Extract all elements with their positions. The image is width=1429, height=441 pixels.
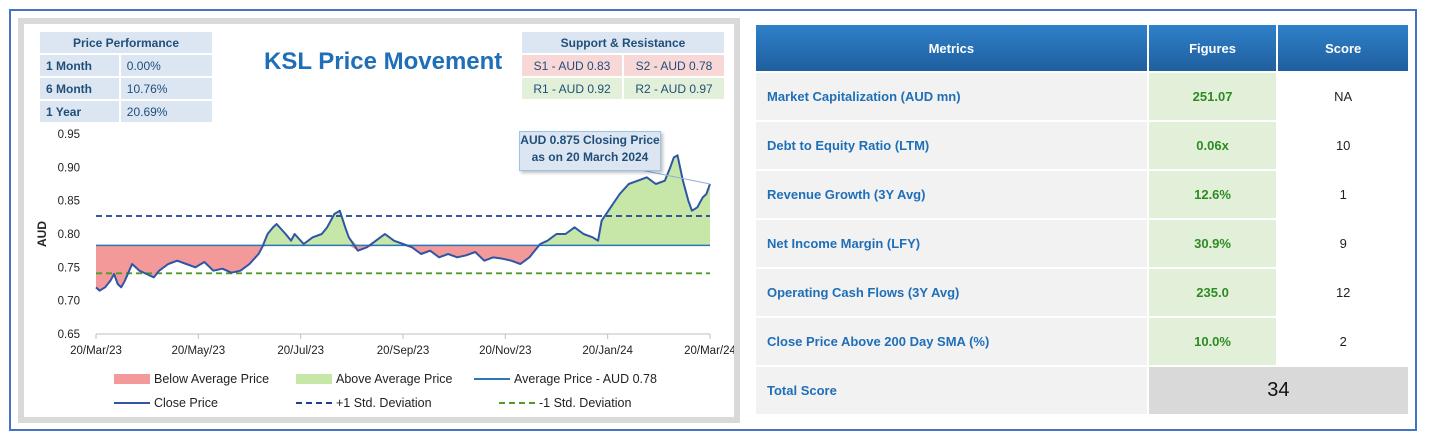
callout-line-1: AUD 0.875 Closing Price xyxy=(520,133,660,147)
perf-label-1m: 1 Month xyxy=(40,55,119,76)
x-tick-label: 20/Nov/23 xyxy=(479,345,531,357)
metric-figure: 235.0 xyxy=(1148,269,1277,316)
x-tick-label: 20/May/23 xyxy=(171,345,225,357)
table-row: Operating Cash Flows (3Y Avg) 235.0 12 xyxy=(756,269,1408,316)
legend-swatch-close xyxy=(114,402,150,404)
score-header: Score xyxy=(1278,25,1408,71)
perf-value-1y: 20.69% xyxy=(120,101,212,122)
chart-panel: Price Performance 1 Month 0.00% 6 Month … xyxy=(18,18,740,423)
total-score-label: Total Score xyxy=(756,367,1147,414)
legend-below-average: Below Average Price xyxy=(114,372,269,386)
close-price-line xyxy=(95,154,711,292)
legend-close-price: Close Price xyxy=(114,396,218,410)
legend-close-label: Close Price xyxy=(154,396,218,410)
x-tick-label: 20/Jul/23 xyxy=(277,345,324,357)
legend-below-label: Below Average Price xyxy=(154,372,270,386)
y-tick-label: 0.70 xyxy=(58,296,80,308)
table-row: Net Income Margin (LFY) 30.9% 9 xyxy=(756,220,1408,267)
legend-plus-sd: +1 Std. Deviation xyxy=(296,396,432,410)
metric-figure: 10.0% xyxy=(1148,318,1277,365)
support-s1: S1 - AUD 0.83 xyxy=(522,55,622,76)
legend-above-average: Above Average Price xyxy=(296,372,453,386)
support-resistance-header: Support & Resistance xyxy=(522,32,724,53)
legend-minus-sd: -1 Std. Deviation xyxy=(499,396,631,410)
resistance-r1: R1 - AUD 0.92 xyxy=(522,78,622,99)
table-row: Debt to Equity Ratio (LTM) 0.06x 10 xyxy=(756,122,1408,169)
legend-swatch-plus-sd xyxy=(296,402,332,404)
chart-area: Price Performance 1 Month 0.00% 6 Month … xyxy=(24,24,734,417)
x-tick-label: 20/Sep/23 xyxy=(377,345,429,357)
legend-above-label: Above Average Price xyxy=(336,372,453,386)
metric-figure: 0.06x xyxy=(1148,122,1277,169)
metric-figure: 12.6% xyxy=(1148,171,1277,218)
metric-name: Operating Cash Flows (3Y Avg) xyxy=(756,269,1147,316)
legend-swatch-avg xyxy=(474,378,510,380)
price-performance-table: Price Performance 1 Month 0.00% 6 Month … xyxy=(38,30,214,124)
perf-label-1y: 1 Year xyxy=(40,101,119,122)
y-tick-label: 0.95 xyxy=(58,129,80,141)
metric-score: 1 xyxy=(1278,171,1408,218)
metric-score: 9 xyxy=(1278,220,1408,267)
metric-figure: 251.07 xyxy=(1148,73,1277,120)
legend-avg-label: Average Price - AUD 0.78 xyxy=(514,372,657,386)
metric-name: Revenue Growth (3Y Avg) xyxy=(756,171,1147,218)
perf-value-1m: 0.00% xyxy=(120,55,212,76)
y-tick-label: 0.65 xyxy=(58,329,80,341)
figures-header: Figures xyxy=(1148,25,1277,71)
legend-minus-sd-label: -1 Std. Deviation xyxy=(539,396,632,410)
metric-figure: 30.9% xyxy=(1148,220,1277,267)
legend-plus-sd-label: +1 Std. Deviation xyxy=(336,396,432,410)
y-tick-label: 0.80 xyxy=(58,229,80,241)
metric-score: 2 xyxy=(1278,318,1408,365)
price-chart-svg: 0.65 0.70 0.75 0.80 0.85 0.90 0.95 AUD 20/Mar/23… xyxy=(35,129,734,357)
metric-score: 12 xyxy=(1278,269,1408,316)
callout-pointer xyxy=(635,168,711,185)
table-row: Market Capitalization (AUD mn) 251.07 NA xyxy=(756,73,1408,120)
resistance-r2: R2 - AUD 0.97 xyxy=(624,78,724,99)
legend-average-price: Average Price - AUD 0.78 xyxy=(474,372,657,386)
metric-score: NA xyxy=(1278,73,1408,120)
metric-name: Market Capitalization (AUD mn) xyxy=(756,73,1147,120)
chart-legend: Below Average Price Above Average Price … xyxy=(24,366,734,416)
callout-line-2: as on 20 March 2024 xyxy=(531,150,649,164)
legend-swatch-above xyxy=(296,374,332,384)
above-average-area xyxy=(96,155,710,246)
metrics-header: Metrics xyxy=(756,25,1147,71)
metric-name: Close Price Above 200 Day SMA (%) xyxy=(756,318,1147,365)
metric-name: Net Income Margin (LFY) xyxy=(756,220,1147,267)
metrics-header-row: Metrics Figures Score xyxy=(756,25,1408,71)
x-tick-label: 20/Jan/24 xyxy=(582,345,633,357)
support-s2: S2 - AUD 0.78 xyxy=(624,55,724,76)
metrics-table: Metrics Figures Score Market Capitalizat… xyxy=(754,23,1410,416)
y-tick-label: 0.90 xyxy=(58,162,80,174)
y-tick-label: 0.85 xyxy=(58,196,80,208)
chart-title: KSL Price Movement xyxy=(264,48,503,75)
y-axis-title: AUD xyxy=(35,221,49,247)
total-row: Total Score 34 xyxy=(756,367,1408,414)
y-tick-label: 0.75 xyxy=(58,262,80,274)
legend-swatch-below xyxy=(114,374,150,384)
below-average-area xyxy=(96,245,710,291)
metric-name: Debt to Equity Ratio (LTM) xyxy=(756,122,1147,169)
perf-label-6m: 6 Month xyxy=(40,78,119,99)
metric-score: 10 xyxy=(1278,122,1408,169)
table-row: Close Price Above 200 Day SMA (%) 10.0% … xyxy=(756,318,1408,365)
x-tick-label: 20/Mar/24 xyxy=(684,345,734,357)
x-tick-label: 20/Mar/23 xyxy=(70,345,122,357)
table-row: Revenue Growth (3Y Avg) 12.6% 1 xyxy=(756,171,1408,218)
legend-swatch-minus-sd xyxy=(499,402,535,404)
total-score-value: 34 xyxy=(1148,367,1408,414)
price-performance-header: Price Performance xyxy=(40,32,212,53)
support-resistance-table: Support & Resistance S1 - AUD 0.83 S2 - … xyxy=(520,30,726,101)
closing-price-callout: AUD 0.875 Closing Price as on 20 March 2… xyxy=(519,131,661,171)
perf-value-6m: 10.76% xyxy=(120,78,212,99)
